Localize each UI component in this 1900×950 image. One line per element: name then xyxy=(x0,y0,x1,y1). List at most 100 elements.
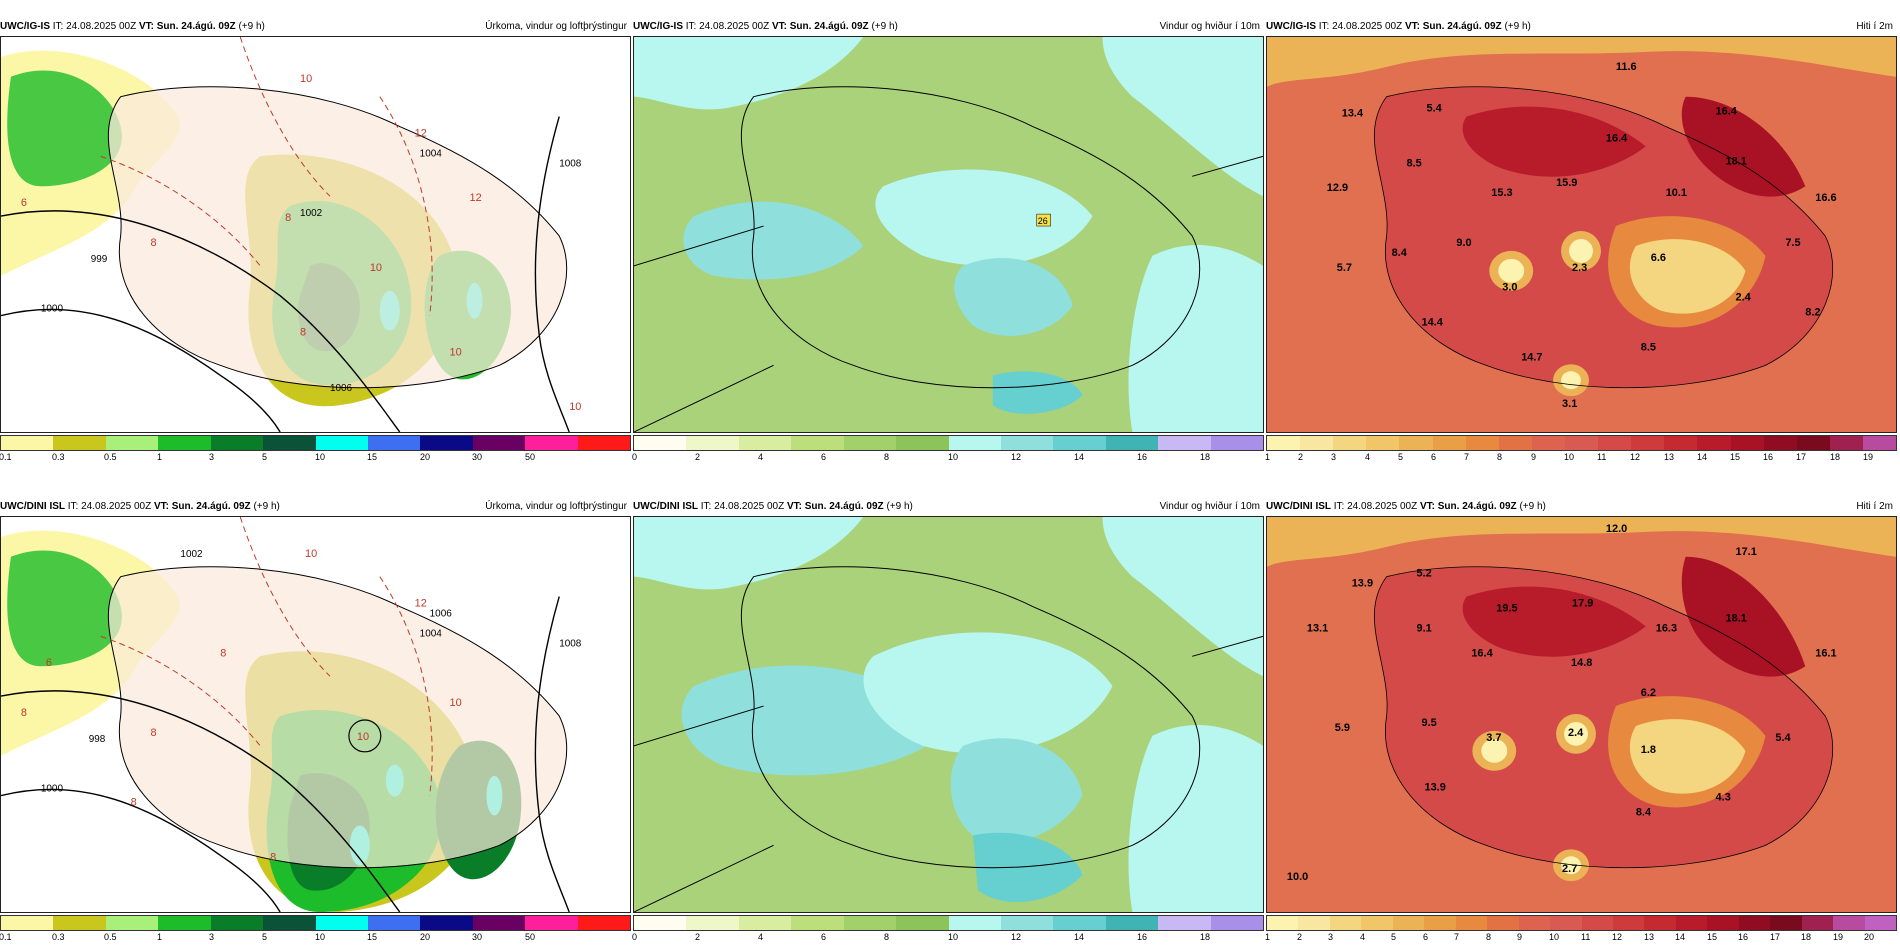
temp-value-label: 10.1 xyxy=(1666,187,1687,199)
colorbar-segment xyxy=(1631,436,1665,450)
valid-time-label: VT: xyxy=(1404,21,1420,32)
colorbar-tick-label: 0.1 xyxy=(0,932,12,942)
colorbar-tick-label: 14 xyxy=(1697,452,1708,462)
temp-value-label: 2.3 xyxy=(1572,262,1587,274)
colorbar-segment xyxy=(738,436,792,450)
colorbar-segment xyxy=(1399,436,1433,450)
temp-value-label: 17.9 xyxy=(1572,598,1593,610)
colorbar-segment xyxy=(263,436,316,450)
lead-time: (+9 h) xyxy=(238,21,265,32)
colorbar-tick-label: 18 xyxy=(1200,932,1211,942)
temp-value-label: 19.5 xyxy=(1496,603,1517,615)
model-name: UWC/IG-IS xyxy=(633,21,683,32)
temp-value-label: 12.0 xyxy=(1606,523,1627,535)
temp-value-label: 6.6 xyxy=(1651,252,1666,264)
colorbar-segment xyxy=(53,436,106,450)
colorbar-tick-label: 17 xyxy=(1796,452,1807,462)
colorbar-segment xyxy=(367,916,421,930)
colorbar-segment xyxy=(472,436,526,450)
valid-time: Sun. 24.ágú. 09Z xyxy=(1437,501,1517,512)
temp-value-label: 15.3 xyxy=(1491,187,1512,199)
colorbar-segment xyxy=(1465,436,1499,450)
temp-value-label: 16.6 xyxy=(1815,192,1836,204)
colorbar-segment xyxy=(1796,436,1830,450)
temp-contour-label: 12 xyxy=(415,128,427,140)
colorbar-tick-label: 30 xyxy=(472,452,483,462)
colorbar-tick-label: 6 xyxy=(821,932,827,942)
temp-contour-label: 8 xyxy=(151,237,157,249)
pressure-label: 999 xyxy=(91,254,108,265)
colorbar-segment xyxy=(843,436,897,450)
colorbar-tick-label: 2 xyxy=(695,932,701,942)
colorbar-segment xyxy=(1833,916,1865,930)
panel-title: Vindur og hviður í 10m xyxy=(1159,21,1260,32)
colorbar-segment xyxy=(1801,916,1834,930)
colorbar-segment xyxy=(1329,916,1362,930)
issue-time-label: IT: xyxy=(1318,21,1330,32)
temp-contour-label: 12 xyxy=(415,598,427,610)
pressure-label: 998 xyxy=(89,734,106,745)
colorbar-tick-label: 14 xyxy=(1074,932,1085,942)
temp-contour-label: 10 xyxy=(450,346,462,358)
colorbar-segment xyxy=(634,436,687,450)
valid-time: Sun. 24.ágú. 09Z xyxy=(156,21,236,32)
valid-time-label: VT: xyxy=(1419,501,1435,512)
panel-title: Hiti í 2m xyxy=(1856,501,1893,512)
temp-value-label: 16.1 xyxy=(1815,647,1836,659)
colorbar-segment xyxy=(791,436,844,450)
colorbar-segment xyxy=(1,916,54,930)
lead-time: (+9 h) xyxy=(886,501,913,512)
temp-contour-label: 8 xyxy=(220,647,226,659)
valid-time-label: VT: xyxy=(771,21,787,32)
temp-contour-label: 8 xyxy=(151,727,157,739)
temp-value-label: 12.9 xyxy=(1327,182,1348,194)
temp-value-label: 2.7 xyxy=(1562,863,1577,875)
temp-contour-label: 8 xyxy=(285,212,291,224)
colorbar-tick-label: 6 xyxy=(821,452,827,462)
wind-map xyxy=(633,516,1264,913)
pressure-label: 1006 xyxy=(430,609,453,620)
colorbar-tick-label: 19 xyxy=(1833,932,1844,942)
pressure-label: 1008 xyxy=(559,638,582,649)
colorbar-tick-label: 16 xyxy=(1763,452,1774,462)
pressure-label: 1000 xyxy=(41,784,64,795)
colorbar-segment xyxy=(1664,436,1698,450)
issue-time-label: IT: xyxy=(52,21,64,32)
colorbar-segment xyxy=(420,916,473,930)
issue-time-label: IT: xyxy=(700,501,712,512)
colorbar-segment xyxy=(1738,916,1771,930)
colorbar-segment xyxy=(315,436,368,450)
colorbar-tick-label: 8 xyxy=(1497,452,1503,462)
valid-time-label: VT: xyxy=(138,21,154,32)
colorbar-tick-label: 20 xyxy=(1864,932,1875,942)
colorbar-segment xyxy=(843,916,897,930)
colorbar-segment xyxy=(1730,436,1764,450)
colorbar-tick-label: 10 xyxy=(315,932,326,942)
colorbar xyxy=(0,915,631,931)
temp-contour-label: 8 xyxy=(21,707,27,719)
colorbar-segment xyxy=(1158,436,1211,450)
colorbar-segment xyxy=(1,436,54,450)
colorbar xyxy=(0,435,631,451)
issue-time: 24.08.2025 00Z xyxy=(81,501,152,512)
panel-title: Úrkoma, vindur og loftþrýstingur xyxy=(485,21,627,32)
colorbar-tick-label: 15 xyxy=(367,932,378,942)
colorbar-tick-label: 4 xyxy=(1360,932,1366,942)
colorbar-segment xyxy=(1210,916,1264,930)
temp-value-label: 8.5 xyxy=(1407,157,1422,169)
temp-contour-label: 10 xyxy=(300,73,312,85)
colorbar-segment xyxy=(105,436,159,450)
colorbar-segment xyxy=(1864,916,1897,930)
temp-value-label: 17.1 xyxy=(1736,546,1757,558)
model-name: UWC/DINI ISL xyxy=(1266,501,1331,512)
colorbar-tick-label: 11 xyxy=(1597,452,1607,462)
colorbar-tick-label: 0.3 xyxy=(52,452,65,462)
colorbar xyxy=(633,915,1264,931)
colorbar-tick-label: 16 xyxy=(1738,932,1749,942)
colorbar-ticks: 0 2 4 6 8 10 12 14 16 18 xyxy=(632,452,1264,464)
panel-title: Vindur og hviður í 10m xyxy=(1159,501,1260,512)
colorbar-tick-label: 4 xyxy=(1365,452,1371,462)
colorbar-tick-label: 0.5 xyxy=(104,452,117,462)
temp-value-label: 15.9 xyxy=(1556,177,1577,189)
colorbar-tick-label: 15 xyxy=(1730,452,1741,462)
